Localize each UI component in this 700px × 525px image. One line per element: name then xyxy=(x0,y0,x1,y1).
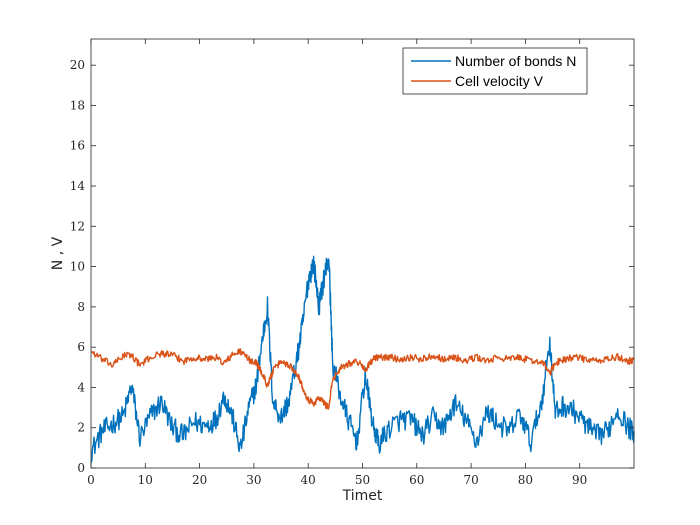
y-tick-label: 0 xyxy=(77,461,85,475)
tick-marks xyxy=(90,39,634,469)
legend-label-number-of-bonds: Number of bonds N xyxy=(455,53,576,69)
plot-area xyxy=(91,39,634,468)
legend: Number of bonds N Cell velocity V xyxy=(402,47,588,95)
y-tick-label: 20 xyxy=(70,58,85,72)
x-tick-label: 60 xyxy=(409,473,424,487)
x-tick-label: 70 xyxy=(463,473,478,487)
y-tick-label: 14 xyxy=(70,179,86,193)
x-tick-label: 90 xyxy=(572,473,587,487)
x-axis-label: Timet xyxy=(342,488,383,504)
series-line-cell-velocity-v xyxy=(90,348,635,410)
series-line-number-of-bonds-n xyxy=(90,255,635,463)
legend-box xyxy=(402,47,588,95)
legend-label-cell-velocity: Cell velocity V xyxy=(455,73,544,89)
x-tick-label: 10 xyxy=(138,473,153,487)
y-tick-label: 10 xyxy=(70,260,85,274)
series-layer xyxy=(90,255,635,463)
y-tick-label: 8 xyxy=(77,300,85,314)
y-tick-label: 12 xyxy=(70,219,85,233)
x-tick-label: 50 xyxy=(355,473,370,487)
x-tick-label: 30 xyxy=(246,473,261,487)
y-tick-label: 18 xyxy=(70,98,85,112)
x-tick-label: 80 xyxy=(518,473,533,487)
x-tick-label: 0 xyxy=(87,473,95,487)
y-tick-label: 16 xyxy=(70,139,85,153)
tick-labels: 0 10 20 30 40 50 60 70 80 90 0 2 4 6 8 10 12 14 16 18 20 xyxy=(70,58,588,487)
y-tick-label: 2 xyxy=(77,421,85,435)
y-tick-label: 4 xyxy=(77,380,85,394)
x-tick-label: 40 xyxy=(301,473,316,487)
y-tick-label: 6 xyxy=(77,340,85,354)
plot-background xyxy=(91,39,634,468)
x-tick-label: 20 xyxy=(192,473,207,487)
y-axis-label: N , V xyxy=(50,236,66,270)
